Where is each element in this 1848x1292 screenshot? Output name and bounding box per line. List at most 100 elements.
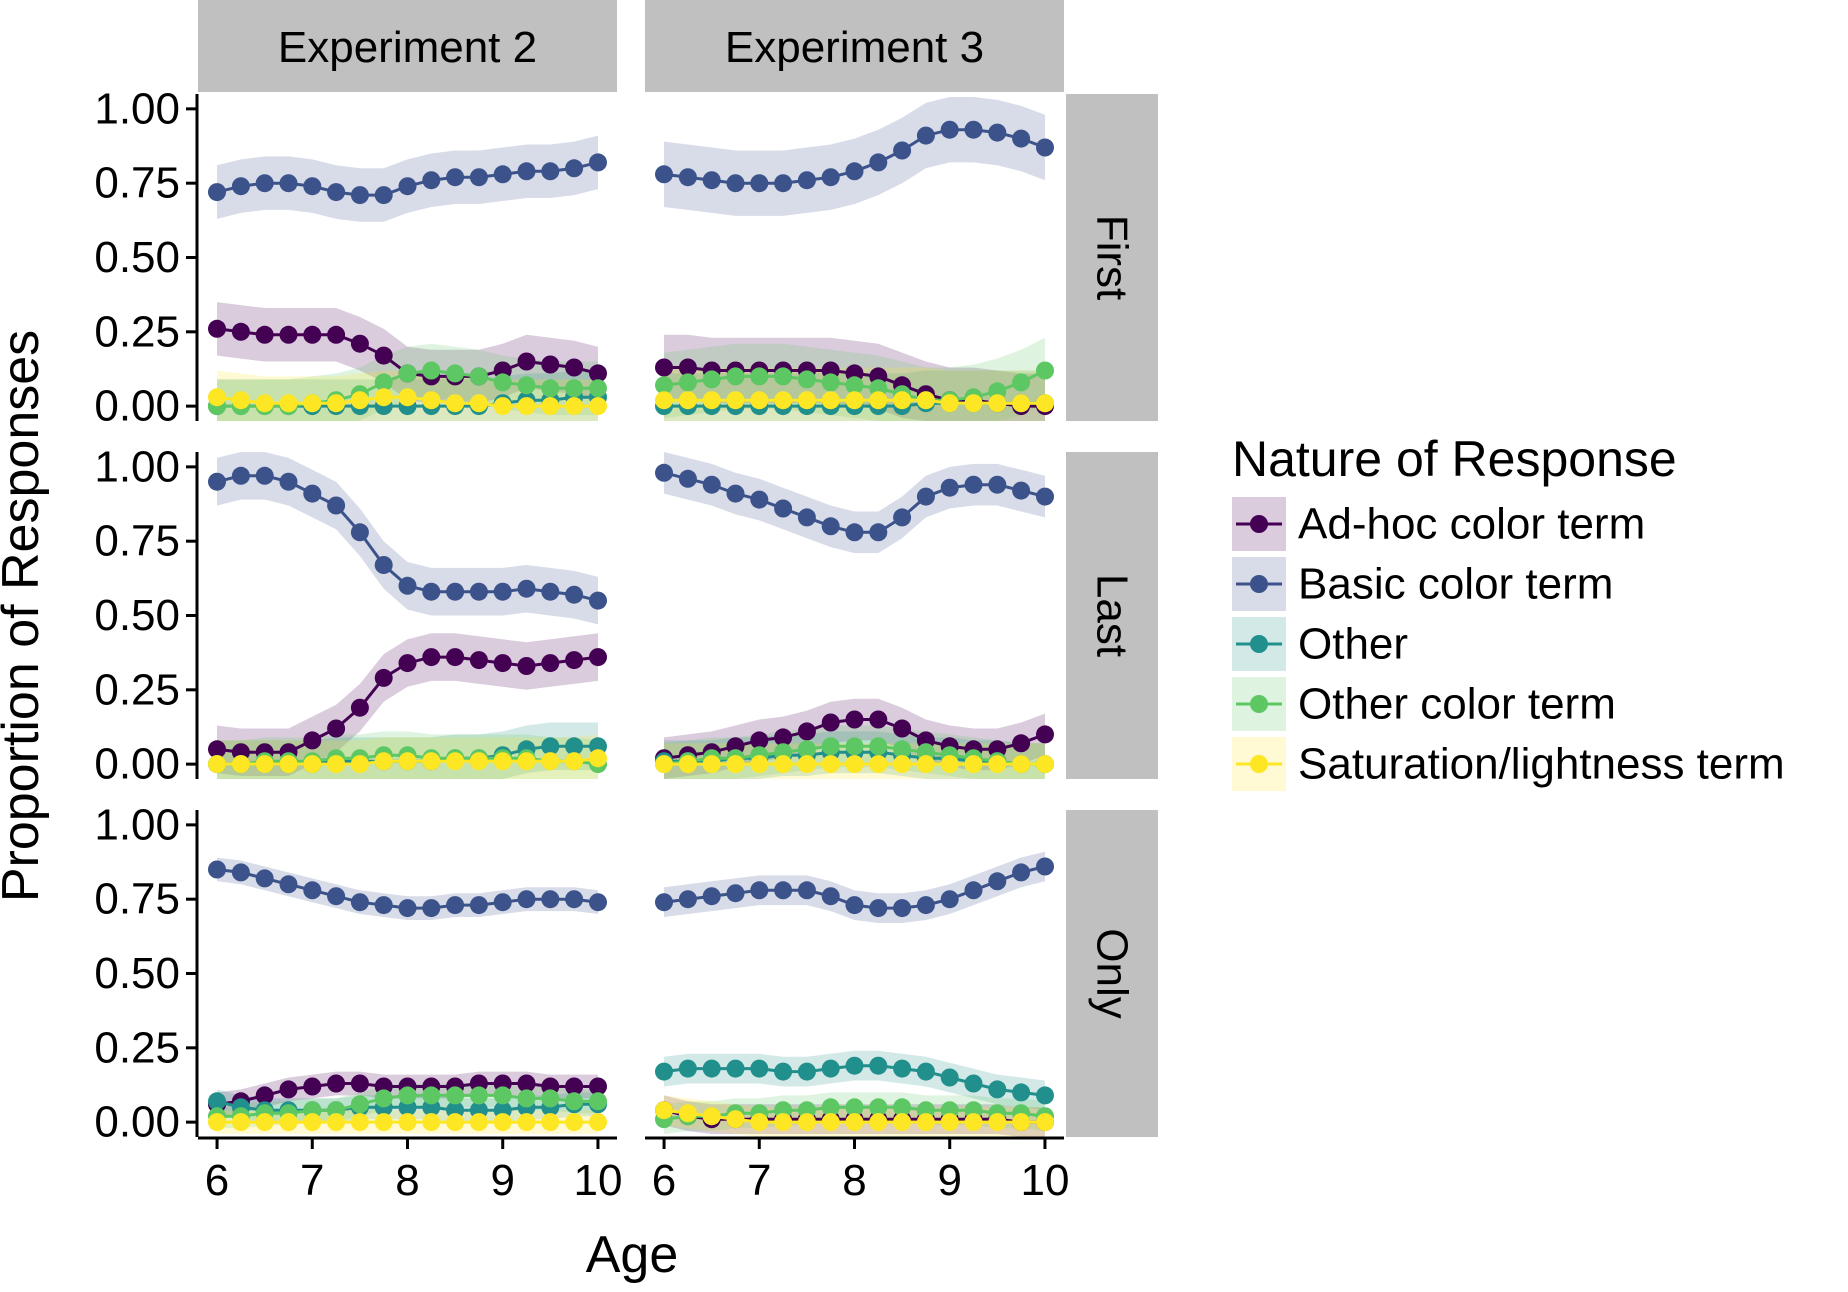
y-tick-label: 1.00 [94, 84, 180, 133]
point-ad-hoc-color-term [565, 358, 584, 377]
legend-key-point [1250, 575, 1268, 593]
point-basic-color-term [255, 466, 274, 485]
point-other [869, 1056, 888, 1075]
point-basic-color-term [964, 120, 983, 139]
point-basic-color-term [845, 523, 864, 542]
point-saturation-lightness-term [702, 755, 721, 774]
y-tick-label: 0.75 [94, 517, 180, 566]
point-other-color-term [845, 376, 864, 395]
legend-key-point [1250, 695, 1268, 713]
ribbon-basic-color-term [664, 97, 1045, 216]
point-other-color-term [565, 379, 584, 398]
legend-item-basic-color-term: Basic color term [1232, 557, 1613, 611]
point-basic-color-term [589, 591, 607, 610]
point-basic-color-term [1036, 857, 1054, 876]
point-saturation-lightness-term [774, 391, 793, 410]
point-basic-color-term [565, 890, 584, 909]
point-other [702, 1059, 721, 1078]
point-saturation-lightness-term [327, 1113, 346, 1132]
point-other-color-term [374, 373, 393, 392]
point-saturation-lightness-term [208, 755, 226, 774]
point-saturation-lightness-term [1012, 755, 1031, 774]
point-saturation-lightness-term [655, 391, 673, 410]
point-saturation-lightness-term [1036, 1113, 1054, 1132]
point-basic-color-term [541, 162, 560, 181]
point-ad-hoc-color-term [303, 731, 322, 750]
point-ad-hoc-color-term [255, 325, 274, 344]
point-basic-color-term [821, 517, 840, 536]
point-basic-color-term [655, 893, 673, 912]
y-tick-label: 0.75 [94, 875, 180, 924]
point-saturation-lightness-term [964, 755, 983, 774]
point-other [774, 1062, 793, 1081]
point-saturation-lightness-term [422, 1113, 441, 1132]
point-other [208, 1092, 226, 1111]
point-saturation-lightness-term [255, 1113, 274, 1132]
point-other [678, 1059, 697, 1078]
point-basic-color-term [726, 884, 745, 903]
point-saturation-lightness-term [231, 1113, 250, 1132]
point-saturation-lightness-term [398, 1113, 417, 1132]
point-basic-color-term [916, 896, 935, 915]
column-strip-experiment-3 [645, 0, 1064, 92]
point-basic-color-term [750, 881, 769, 900]
point-other [916, 1062, 935, 1081]
y-tick-label: 0.50 [94, 591, 180, 640]
point-saturation-lightness-term [678, 755, 697, 774]
point-basic-color-term [964, 881, 983, 900]
point-basic-color-term [327, 183, 346, 202]
point-saturation-lightness-term [821, 1113, 840, 1132]
point-saturation-lightness-term [916, 391, 935, 410]
point-basic-color-term [821, 168, 840, 187]
point-saturation-lightness-term [565, 397, 584, 416]
point-basic-color-term [493, 893, 512, 912]
point-saturation-lightness-term [446, 1113, 465, 1132]
point-saturation-lightness-term [774, 755, 793, 774]
point-saturation-lightness-term [893, 1113, 912, 1132]
point-ad-hoc-color-term [446, 648, 465, 667]
legend-item-saturation-lightness-term: Saturation/lightness term [1232, 737, 1785, 791]
row-strip-label: Last [1088, 574, 1137, 657]
point-saturation-lightness-term [797, 391, 816, 410]
point-basic-color-term [303, 881, 322, 900]
row-strip-last [1066, 452, 1158, 779]
point-saturation-lightness-term [589, 749, 607, 768]
point-basic-color-term [750, 174, 769, 193]
point-saturation-lightness-term [821, 391, 840, 410]
point-ad-hoc-color-term [541, 654, 560, 673]
point-other [821, 1059, 840, 1078]
point-saturation-lightness-term [655, 755, 673, 774]
panel-experiment-2-first [208, 135, 607, 421]
point-saturation-lightness-term [869, 755, 888, 774]
point-saturation-lightness-term [469, 752, 488, 771]
point-saturation-lightness-term [869, 391, 888, 410]
point-basic-color-term [1012, 481, 1031, 500]
point-other-color-term [350, 1095, 369, 1114]
point-basic-color-term [797, 881, 816, 900]
axes: 0.00 0.25 0.50 0.75 1.00 0.00 0.25 0.50 0.75 1.00… [94, 84, 1069, 1205]
point-other-color-term [893, 740, 912, 759]
point-ad-hoc-color-term [797, 722, 816, 741]
point-basic-color-term [1012, 129, 1031, 148]
point-basic-color-term [469, 582, 488, 601]
point-basic-color-term [493, 582, 512, 601]
point-basic-color-term [398, 177, 417, 196]
point-ad-hoc-color-term [327, 1074, 346, 1093]
point-other-color-term [702, 370, 721, 389]
point-saturation-lightness-term [988, 1113, 1007, 1132]
point-saturation-lightness-term [869, 1113, 888, 1132]
point-basic-color-term [678, 168, 697, 187]
point-other-color-term [565, 1092, 584, 1111]
point-basic-color-term [517, 579, 536, 598]
x-tick-label: 6 [652, 1156, 676, 1205]
point-other [797, 1062, 816, 1081]
point-basic-color-term [208, 183, 226, 202]
point-basic-color-term [231, 177, 250, 196]
point-basic-color-term [208, 860, 226, 879]
point-saturation-lightness-term [255, 755, 274, 774]
point-saturation-lightness-term [446, 752, 465, 771]
point-basic-color-term [422, 582, 441, 601]
point-basic-color-term [541, 890, 560, 909]
point-basic-color-term [655, 165, 673, 184]
